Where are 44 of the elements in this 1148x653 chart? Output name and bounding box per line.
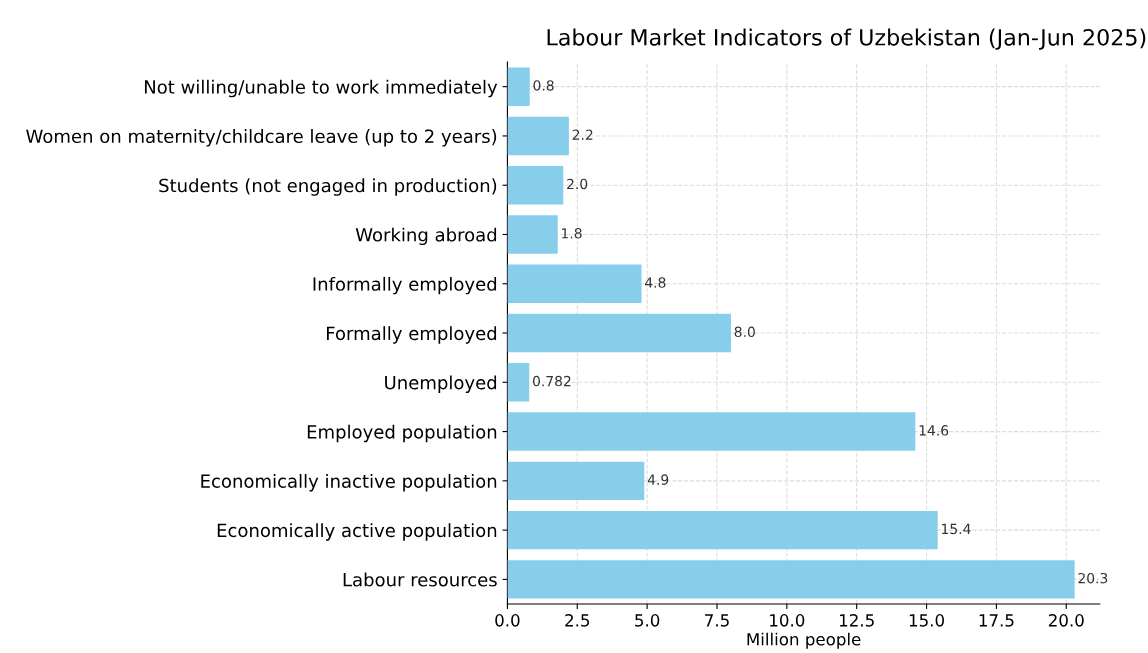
y-tick-label: Informally employed xyxy=(313,276,497,295)
data-label: 20.3 xyxy=(1078,572,1108,584)
x-tick-label: 2.5 xyxy=(565,614,590,627)
bar xyxy=(507,461,645,501)
y-tick-label: Economically inactive population xyxy=(201,473,497,492)
y-tick-label: Not willing/unable to work immediately xyxy=(144,79,498,98)
data-label: 8.0 xyxy=(734,326,755,338)
data-label: 4.8 xyxy=(644,277,666,288)
bar xyxy=(507,67,530,106)
data-label: 14.6 xyxy=(919,425,949,436)
y-tick-label: Employed population xyxy=(307,424,497,443)
bar xyxy=(507,412,916,451)
y-tick-label: Formally employed xyxy=(326,326,497,344)
bar xyxy=(507,116,569,156)
y-tick-label: Unemployed xyxy=(385,375,497,393)
chart-title: Labour Market Indicators of Uzbekistan (Jan-Jun 2025) xyxy=(547,28,1146,50)
x-tick-label: 0.0 xyxy=(495,614,520,627)
bar xyxy=(507,363,530,402)
y-tick-label: Women on maternity/childcare leave (up to 2 years) xyxy=(26,129,497,147)
x-tick-label: 7.5 xyxy=(705,614,729,627)
y-tick-label: Labour resources xyxy=(343,572,497,587)
bar xyxy=(507,264,642,303)
x-tick-label: 10.0 xyxy=(770,614,805,627)
y-tick-label: Students (not engaged in production) xyxy=(159,178,497,196)
x-tick-label: 20.0 xyxy=(1048,614,1084,627)
bar xyxy=(507,560,1075,599)
x-tick-label: 5.0 xyxy=(635,614,660,627)
bar xyxy=(507,166,564,205)
data-label: 2.2 xyxy=(572,129,593,140)
x-tick-label: 12.5 xyxy=(839,614,874,627)
data-label: 2.0 xyxy=(567,178,588,190)
data-label: 0.782 xyxy=(532,375,571,387)
data-label: 15.4 xyxy=(942,523,971,535)
y-tick-label: Economically active population xyxy=(217,523,497,541)
data-label: 0.8 xyxy=(533,80,554,91)
bar xyxy=(507,510,938,550)
x-tick-label: 15.0 xyxy=(909,614,944,627)
bar xyxy=(507,313,731,353)
x-tick-label: 17.5 xyxy=(979,614,1014,627)
data-label: 1.8 xyxy=(562,228,582,239)
x-axis-title: Million people xyxy=(747,632,861,649)
y-tick-label: Working abroad xyxy=(355,227,497,246)
bar xyxy=(507,215,558,254)
data-label: 4.9 xyxy=(647,474,669,485)
